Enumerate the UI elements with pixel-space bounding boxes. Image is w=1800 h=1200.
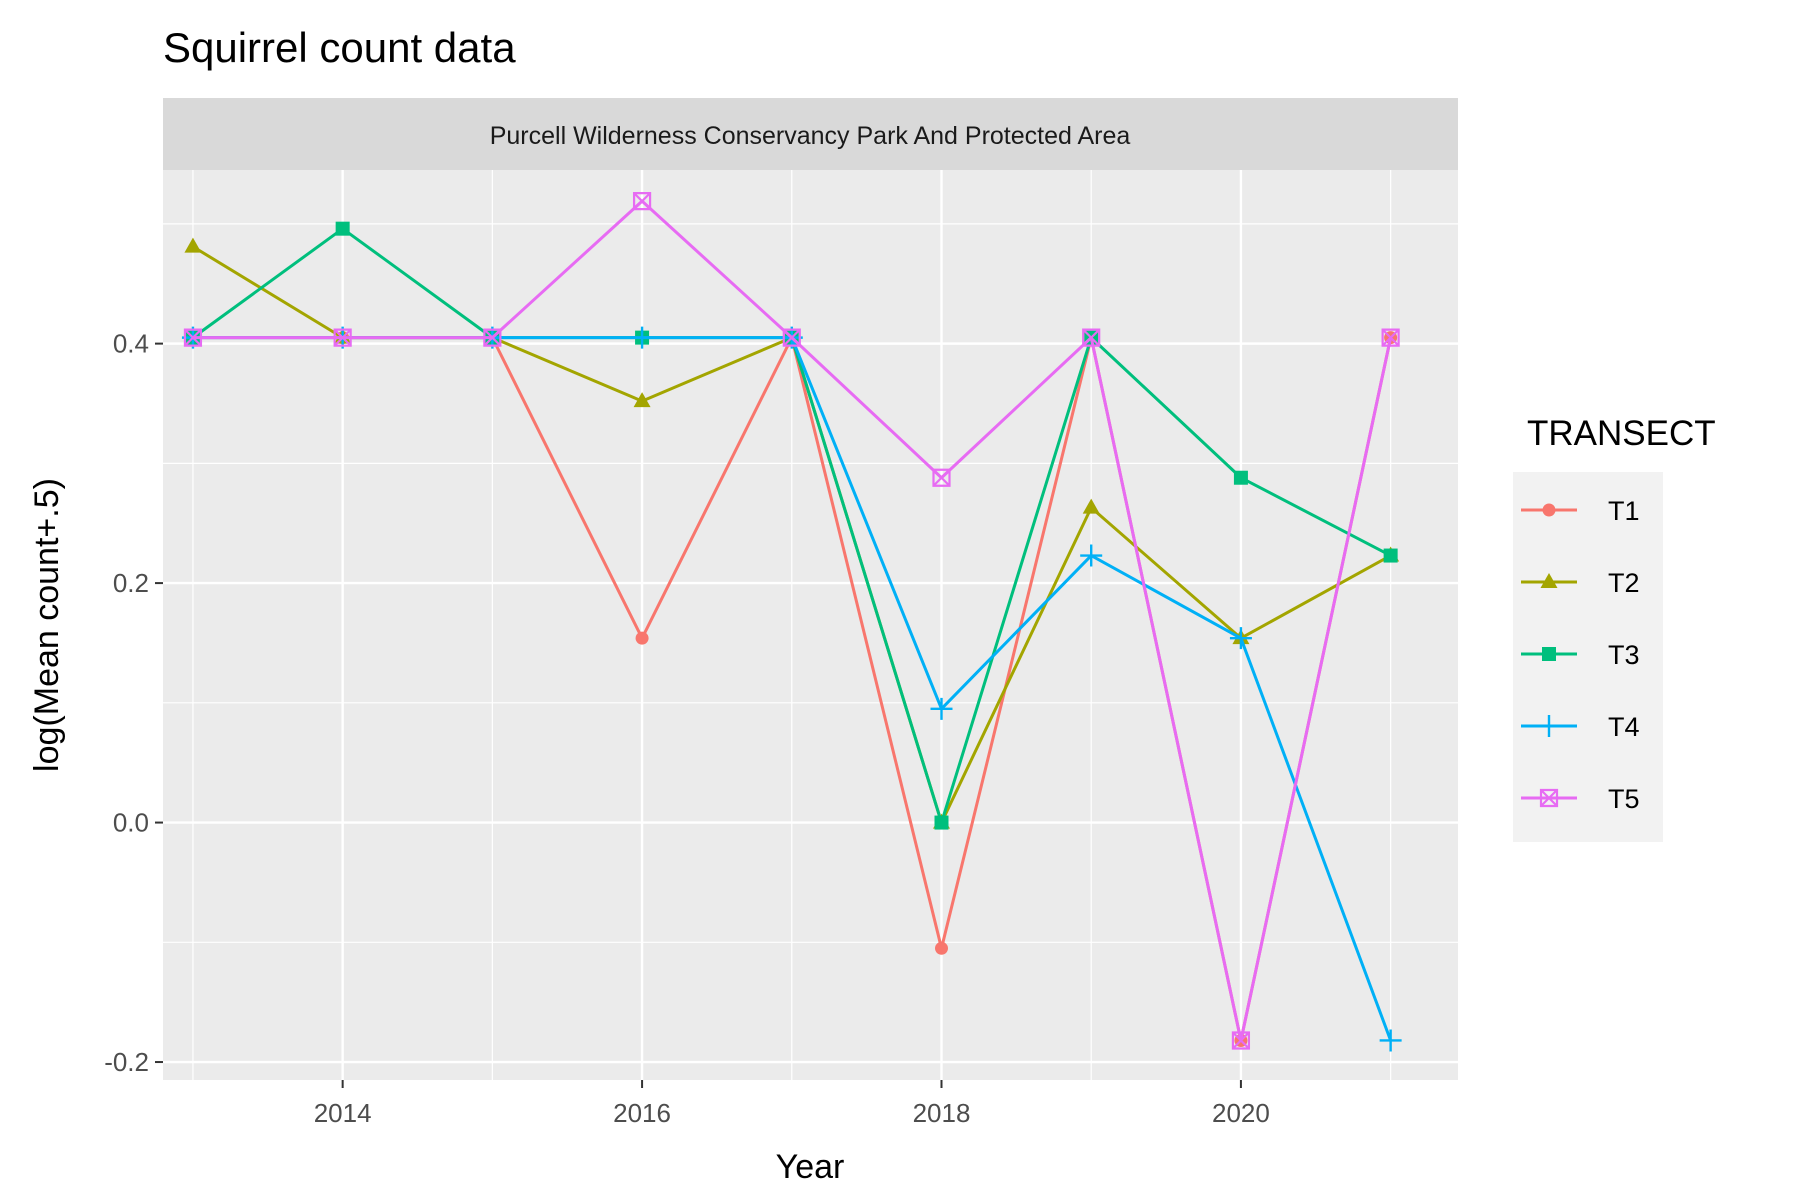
data-point-t3 [1383,548,1398,563]
x-axis-title: Year [776,1148,845,1186]
data-point-t5 [782,328,801,347]
legend-background [1513,472,1663,842]
data-point-t4 [930,697,953,720]
facet-strip-label: Purcell Wilderness Conservancy Park And … [490,122,1131,150]
legend-marker-t3 [1542,647,1556,661]
x-tick-label: 2016 [613,1098,671,1128]
series-layer [181,192,1402,1052]
y-tick-label: 0.4 [113,329,149,359]
legend-label-t2: T2 [1608,568,1640,598]
data-point-t2 [633,392,651,408]
legend-marker-t4 [1538,715,1560,737]
data-point-t3 [934,815,949,830]
grid-minor [163,170,1458,1080]
grid-major [163,170,1458,1080]
data-point-t5 [333,328,352,347]
chart-title: Squirrel count data [163,24,516,71]
data-point-t5 [932,468,951,487]
plot-panel [163,170,1458,1080]
data-point-t1 [635,631,649,645]
legend-label-t1: T1 [1608,496,1640,526]
legend-label-t3: T3 [1608,640,1640,670]
legend-marker-t1 [1542,503,1556,517]
legend-title: TRANSECT [1527,414,1716,453]
data-point-t4 [1080,544,1103,567]
y-tick-label: 0.2 [113,568,149,598]
data-point-t1 [934,941,948,955]
facet-strip [163,98,1458,170]
y-tick-label: -0.2 [104,1047,149,1077]
data-point-t5 [1381,328,1400,347]
data-point-t3 [1233,470,1248,485]
legend-label-t4: T4 [1608,712,1640,742]
legend-marker-t5 [1539,788,1559,808]
legend-label-t5: T5 [1608,784,1640,814]
x-tick-label: 2014 [314,1098,372,1128]
axes-layer: 2014 2016 2018 2020 -0.2 0.0 0.2 0.4 [104,329,1270,1128]
y-tick-label: 0.0 [113,808,149,838]
data-point-t5 [1231,1031,1251,1050]
data-point-t5 [1082,328,1101,347]
y-axis-title: log(Mean count+.5) [28,478,66,772]
legend: T1 T2 T3 T4 T5 [1513,472,1663,842]
x-tick-label: 2018 [913,1098,971,1128]
data-point-t3 [335,221,350,236]
x-tick-label: 2020 [1212,1098,1270,1128]
data-point-t4 [1229,627,1252,650]
data-point-t2 [184,237,202,253]
legend-marker-t2 [1540,573,1558,588]
data-point-t5 [632,192,652,211]
data-point-t5 [183,328,203,347]
data-point-t4 [631,326,654,349]
data-point-t2 [1082,498,1100,514]
data-point-t4 [1379,1029,1402,1052]
data-point-t5 [483,328,502,347]
